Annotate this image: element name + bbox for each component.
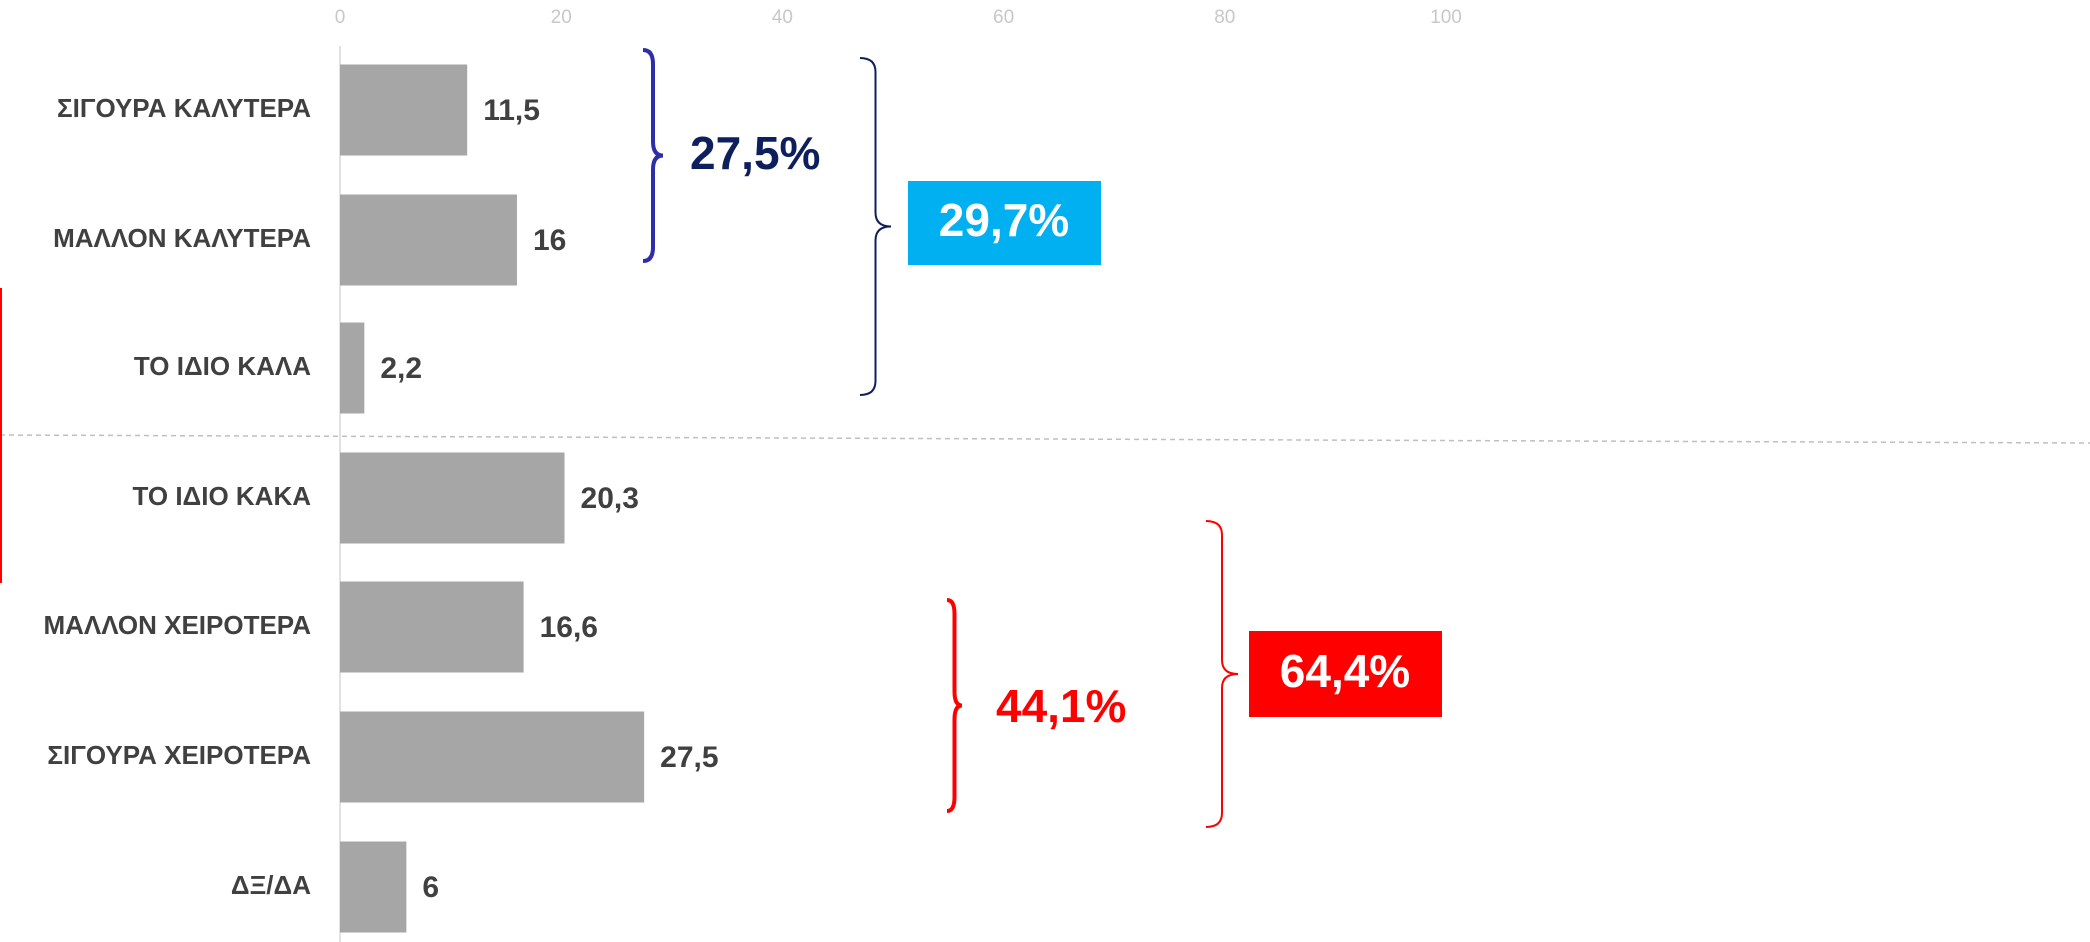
x-tick-label: 0 (335, 7, 346, 28)
value-label: 11,5 (483, 94, 540, 127)
category-label: ΜΑΛΛΟΝ ΧΕΙΡΟΤΕΡΑ (43, 610, 311, 640)
value-label: 2,2 (380, 352, 422, 385)
annotation: 29,7% (939, 194, 1069, 246)
brace (1205, 520, 1239, 828)
bar (340, 581, 524, 673)
brace (946, 598, 963, 813)
value-label: 27,5 (660, 741, 718, 774)
bar (340, 194, 517, 286)
x-tick-label: 20 (551, 7, 572, 28)
annotation: 44,1% (996, 680, 1126, 732)
bar (340, 322, 365, 414)
annotation: 64,4% (1280, 645, 1410, 697)
annotation: 27,5% (690, 127, 820, 179)
x-tick-label: 100 (1430, 7, 1462, 28)
x-tick-label: 80 (1214, 7, 1235, 28)
value-label: 20,3 (581, 482, 639, 515)
separator (0, 434, 2090, 444)
x-tick-label: 60 (993, 7, 1014, 28)
x-tick-label: 40 (772, 7, 793, 28)
category-label: ΤΟ ΙΔΙΟ ΚΑΚΑ (132, 481, 311, 511)
annotation-box (1249, 631, 1442, 717)
category-label: ΤΟ ΙΔΙΟ ΚΑΛΑ (134, 351, 311, 381)
value-label: 16,6 (540, 611, 598, 644)
bar (340, 711, 645, 803)
category-label: ΔΞ/ΔΑ (231, 870, 311, 900)
annotation-box (908, 181, 1101, 265)
brace (642, 48, 664, 263)
value-label: 16 (533, 224, 566, 257)
value-label: 6 (422, 871, 439, 904)
brace (859, 57, 892, 396)
category-label: ΣΙΓΟΥΡΑ ΚΑΛΥΤΕΡΑ (57, 93, 311, 123)
category-label: ΜΑΛΛΟΝ ΚΑΛΥΤΕΡΑ (53, 223, 311, 253)
category-label: ΣΙΓΟΥΡΑ ΧΕΙΡΟΤΕΡΑ (47, 740, 311, 770)
bar (340, 452, 565, 544)
bar (340, 64, 468, 156)
bar (340, 841, 407, 933)
